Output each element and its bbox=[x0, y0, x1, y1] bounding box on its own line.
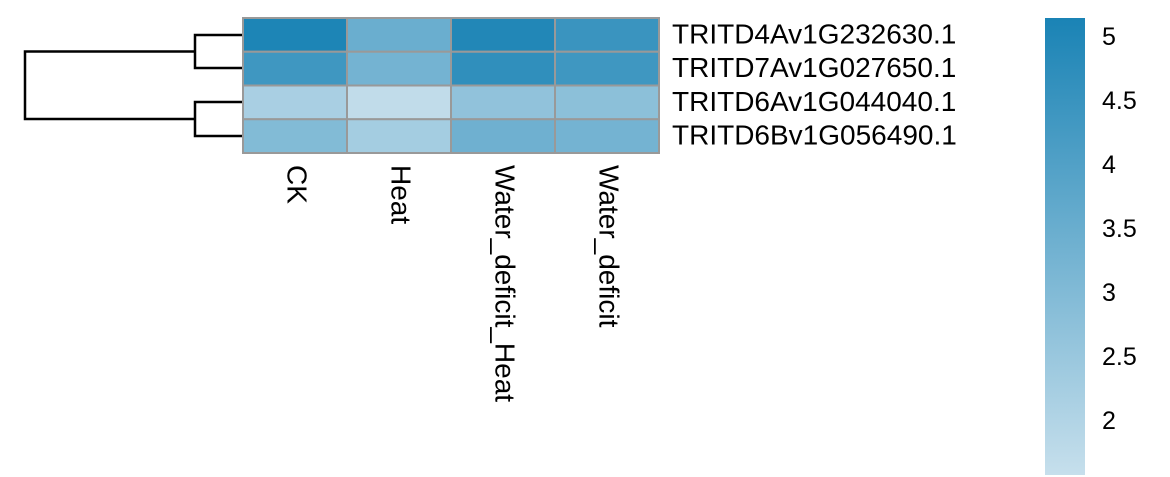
color-bar-tick-label: 3 bbox=[1102, 279, 1116, 307]
dendrogram-branch bbox=[193, 33, 243, 70]
row-label: TRITD6Av1G044040.1 bbox=[672, 86, 956, 117]
heatmap-cell bbox=[554, 50, 660, 87]
heatmap-cell bbox=[450, 84, 556, 121]
color-bar-tick-label: 2.5 bbox=[1102, 343, 1137, 371]
column-label: Heat bbox=[386, 165, 417, 224]
heatmap-cell bbox=[554, 118, 660, 154]
heatmap-cell bbox=[346, 17, 452, 53]
row-label: TRITD6Bv1G056490.1 bbox=[672, 120, 957, 151]
color-bar-tick-label: 3.5 bbox=[1102, 215, 1137, 243]
heatmap-cell bbox=[450, 50, 556, 87]
color-bar-tick-label: 4.5 bbox=[1102, 87, 1137, 115]
heatmap-cell bbox=[554, 17, 660, 53]
color-bar-tick-label: 5 bbox=[1102, 23, 1116, 51]
heatmap-cell bbox=[242, 50, 348, 87]
heatmap-cell bbox=[346, 118, 452, 154]
heatmap-cell bbox=[242, 17, 348, 53]
color-bar-tick-label: 4 bbox=[1102, 151, 1116, 179]
dendrogram-branch bbox=[193, 100, 243, 138]
color-bar bbox=[1045, 18, 1085, 475]
heatmap-cell bbox=[242, 84, 348, 121]
dendrogram-branch bbox=[23, 50, 195, 121]
heatmap-cell bbox=[450, 17, 556, 53]
heatmap-cell bbox=[242, 118, 348, 154]
row-label: TRITD7Av1G027650.1 bbox=[672, 52, 956, 83]
row-dendrogram bbox=[23, 33, 243, 138]
column-label: Water_deficit_Heat bbox=[490, 165, 521, 402]
heatmap-cell bbox=[346, 50, 452, 87]
heatmap-cell bbox=[554, 84, 660, 121]
column-label: CK bbox=[282, 165, 313, 204]
column-label: Water_deficit bbox=[594, 165, 625, 328]
heatmap-cell bbox=[450, 118, 556, 154]
heatmap-cell bbox=[346, 84, 452, 121]
color-bar-tick-label: 2 bbox=[1102, 407, 1116, 435]
row-label: TRITD4Av1G232630.1 bbox=[672, 18, 956, 49]
